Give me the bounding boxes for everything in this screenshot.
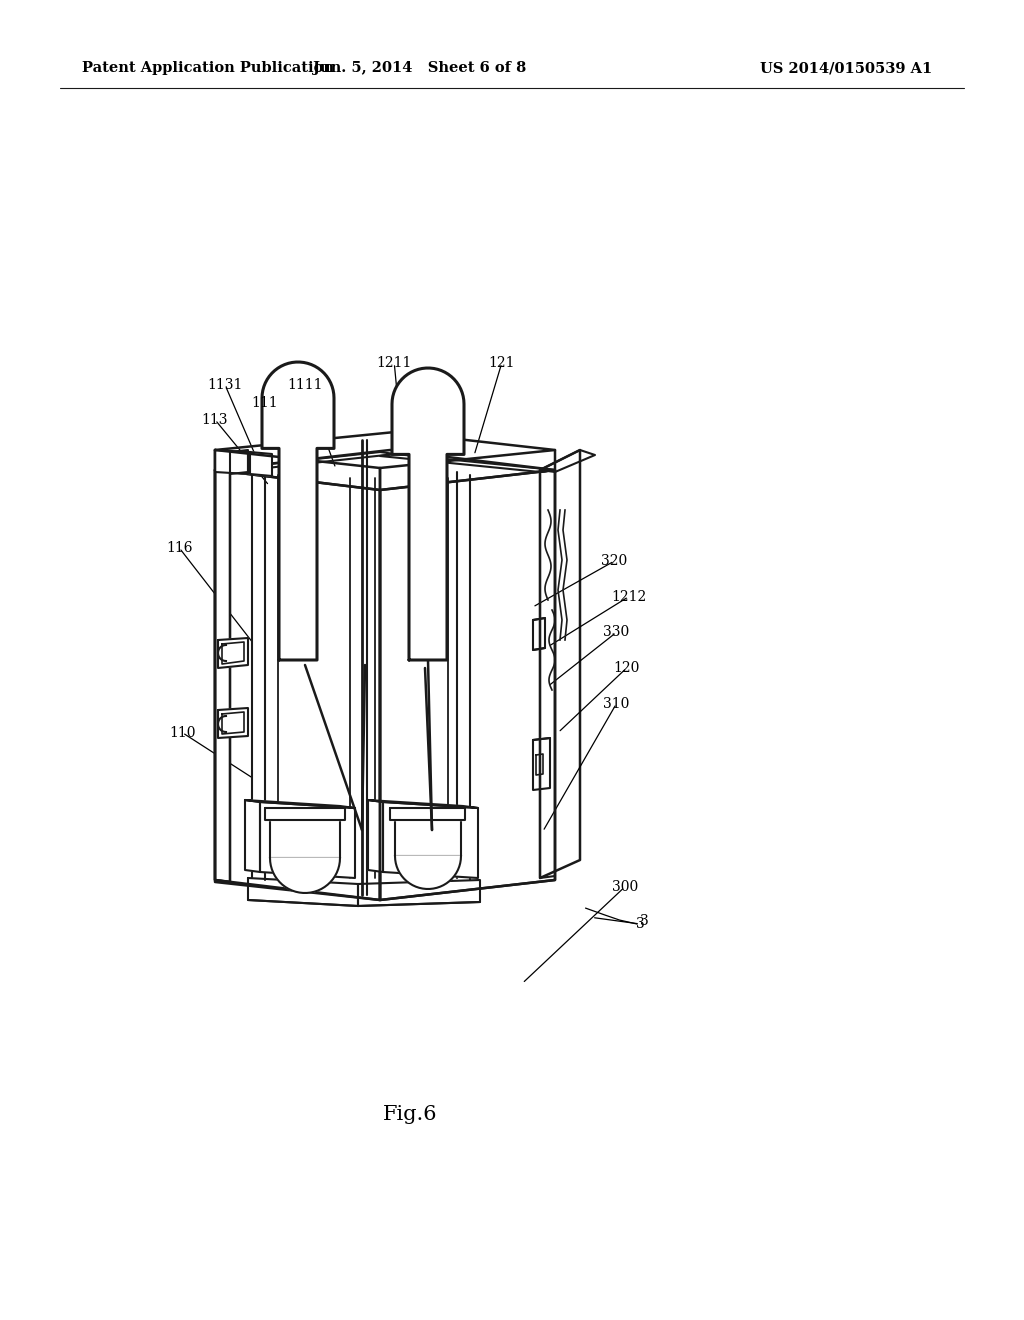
Polygon shape bbox=[218, 708, 248, 738]
Text: 3: 3 bbox=[636, 917, 644, 931]
Polygon shape bbox=[222, 711, 244, 734]
Polygon shape bbox=[358, 880, 480, 906]
Polygon shape bbox=[368, 800, 478, 808]
Polygon shape bbox=[395, 855, 461, 888]
Polygon shape bbox=[270, 858, 340, 892]
Polygon shape bbox=[540, 450, 580, 878]
Text: 1212: 1212 bbox=[611, 590, 646, 603]
Text: 1131: 1131 bbox=[208, 379, 243, 392]
Polygon shape bbox=[262, 362, 334, 660]
Text: 320: 320 bbox=[601, 554, 628, 568]
Polygon shape bbox=[368, 800, 383, 873]
Polygon shape bbox=[218, 638, 248, 668]
Polygon shape bbox=[248, 878, 358, 906]
Polygon shape bbox=[215, 450, 230, 882]
Polygon shape bbox=[383, 803, 478, 878]
Polygon shape bbox=[392, 368, 464, 660]
Polygon shape bbox=[382, 473, 553, 898]
Polygon shape bbox=[265, 808, 345, 820]
Text: 1111: 1111 bbox=[288, 379, 323, 392]
Polygon shape bbox=[245, 800, 260, 873]
Text: 300: 300 bbox=[611, 880, 638, 894]
Text: 116: 116 bbox=[166, 541, 193, 554]
Polygon shape bbox=[245, 800, 355, 808]
Text: 1211: 1211 bbox=[377, 356, 412, 370]
Text: Jun. 5, 2014   Sheet 6 of 8: Jun. 5, 2014 Sheet 6 of 8 bbox=[313, 61, 526, 75]
Polygon shape bbox=[218, 473, 378, 898]
Text: 110: 110 bbox=[169, 726, 196, 739]
Text: 120: 120 bbox=[613, 661, 640, 675]
Text: 310: 310 bbox=[603, 697, 630, 710]
Text: 3: 3 bbox=[640, 915, 649, 928]
Text: 330: 330 bbox=[603, 626, 630, 639]
Text: 111: 111 bbox=[251, 396, 278, 409]
Text: 121: 121 bbox=[488, 356, 515, 370]
Text: 113: 113 bbox=[202, 413, 228, 426]
Polygon shape bbox=[260, 803, 355, 878]
Text: Fig.6: Fig.6 bbox=[383, 1106, 437, 1125]
Polygon shape bbox=[540, 450, 595, 473]
Polygon shape bbox=[390, 808, 465, 820]
Polygon shape bbox=[222, 642, 244, 664]
Polygon shape bbox=[215, 450, 248, 474]
Text: US 2014/0150539 A1: US 2014/0150539 A1 bbox=[760, 61, 932, 75]
Text: Patent Application Publication: Patent Application Publication bbox=[82, 61, 334, 75]
Polygon shape bbox=[250, 451, 272, 477]
